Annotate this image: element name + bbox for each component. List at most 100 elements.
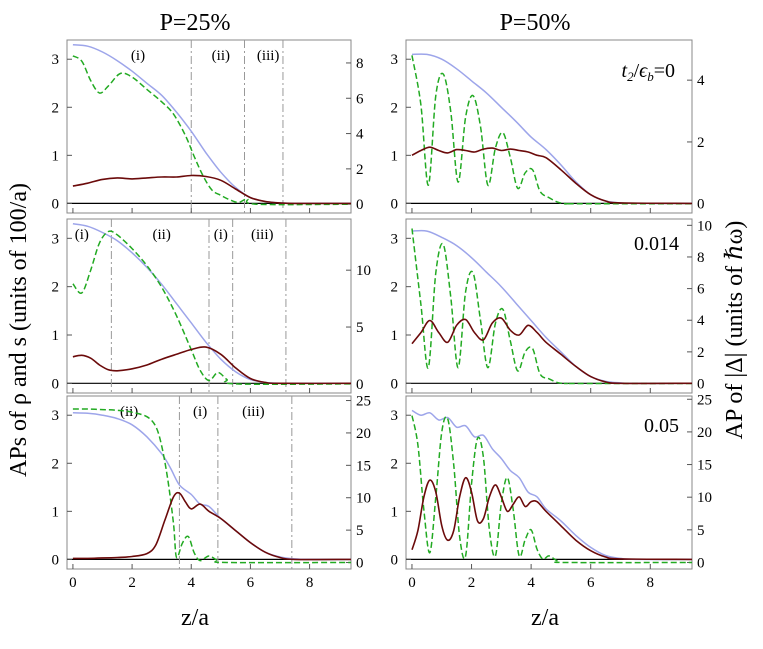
series-line-delta [72, 55, 352, 206]
right-tick-label: 15 [697, 458, 712, 474]
right-tick-label: 4 [697, 313, 705, 329]
right-tick-label: 5 [356, 523, 364, 539]
right-tick-label: 4 [697, 73, 705, 89]
left-tick-label: 2 [391, 280, 399, 296]
row-label-eps: ϵ [639, 60, 648, 82]
panel-frame [66, 39, 352, 214]
region-label: (iii) [242, 404, 265, 420]
row-label-t2-over-eb: t2/ϵb=0 [622, 60, 675, 84]
right-tick-label: 20 [356, 426, 371, 442]
left-tick-label: 3 [391, 408, 399, 424]
right-tick-label: 25 [356, 394, 371, 410]
series-line-s [411, 476, 693, 561]
row-label-sub-b: b [647, 69, 654, 84]
left-tick-label: 3 [52, 52, 60, 68]
panel-frame [66, 395, 352, 570]
left-tick-label: 2 [391, 100, 399, 116]
left-tick-label: 0 [52, 376, 60, 392]
region-label: (i) [214, 227, 228, 243]
region-label: (i) [193, 404, 207, 420]
left-tick-label: 3 [391, 52, 399, 68]
series-line-s [72, 174, 352, 205]
right-tick-label: 0 [356, 197, 364, 213]
right-tick-label: 10 [356, 263, 371, 279]
region-label: (i) [131, 48, 145, 64]
panel-p50-row1: 0 1 2 3 0 2 4 [391, 39, 705, 214]
right-tick-label: 4 [356, 127, 364, 143]
series-line-delta [72, 408, 352, 564]
panel-frame [405, 395, 693, 570]
x-tick-label: 2 [468, 575, 476, 591]
x-tick-label: 4 [188, 575, 196, 591]
panel-p50-row3: 0 1 2 3 0 5 10 15 20 25 0 2 4 6 8 [391, 392, 713, 591]
panel-frame [405, 39, 693, 214]
series-line-rho [72, 223, 351, 385]
left-tick-label: 2 [52, 280, 60, 296]
left-tick-label: 0 [391, 376, 399, 392]
left-tick-label: 1 [391, 148, 399, 164]
series-line-delta [411, 415, 693, 564]
left-tick-label: 0 [391, 196, 399, 212]
row-label-0014: 0.014 [634, 233, 679, 255]
right-tick-label: 5 [697, 523, 705, 539]
right-tick-label: 20 [697, 425, 712, 441]
series-line-s [411, 146, 693, 205]
left-tick-label: 2 [52, 456, 60, 472]
left-tick-label: 1 [391, 328, 399, 344]
right-tick-label: 0 [697, 377, 705, 393]
x-tick-label: 8 [306, 575, 314, 591]
left-tick-label: 3 [391, 231, 399, 247]
right-tick-label: 2 [356, 162, 364, 178]
right-tick-label: 8 [697, 250, 705, 266]
left-tick-label: 1 [52, 504, 60, 520]
right-tick-label: 0 [697, 555, 705, 571]
right-tick-label: 10 [697, 218, 712, 234]
series-line-s [411, 317, 693, 385]
right-tick-label: 0 [356, 556, 364, 572]
series-line-rho [411, 229, 693, 385]
x-tick-label: 6 [247, 575, 255, 591]
region-label: (iii) [251, 227, 274, 243]
left-tick-label: 2 [52, 100, 60, 116]
series-line-s [72, 491, 352, 561]
panel-p50-row2: 0 1 2 3 0 2 4 6 8 10 [391, 218, 712, 394]
panel-p25-row1: (i) (ii) (iii) 0 1 2 3 0 2 4 6 8 [52, 39, 364, 214]
right-axis-label: AP of |Δ| (units of ℏω) [722, 221, 748, 440]
x-tick-label: 0 [408, 575, 416, 591]
region-label: (ii) [212, 48, 230, 64]
series-line-rho [72, 44, 351, 205]
x-tick-label: 4 [527, 575, 535, 591]
x-tick-label: 0 [69, 575, 77, 591]
right-tick-label: 15 [356, 458, 371, 474]
right-tick-label: 6 [356, 91, 364, 107]
region-label: (i) [75, 227, 89, 243]
left-tick-label: 0 [52, 196, 60, 212]
series-line-rho [72, 412, 352, 561]
left-tick-label: 2 [391, 456, 399, 472]
right-tick-label: 10 [356, 491, 371, 507]
left-tick-label: 1 [52, 148, 60, 164]
right-tick-label: 25 [697, 392, 712, 408]
row-label-eq0: =0 [654, 60, 675, 82]
panel-frame [405, 218, 693, 394]
right-tick-label: 0 [697, 197, 705, 213]
x-axis-label-right: z/a [531, 605, 559, 631]
row-label-005: 0.05 [644, 415, 679, 437]
series-line-delta [411, 228, 692, 385]
region-label: (ii) [153, 227, 171, 243]
series-line-delta [411, 55, 692, 205]
column-title-right: P=50% [500, 10, 571, 36]
left-tick-label: 3 [52, 231, 60, 247]
row-label-t: t [622, 60, 628, 82]
right-tick-label: 8 [356, 56, 364, 72]
series-line-s [72, 346, 352, 385]
x-tick-label: 6 [587, 575, 595, 591]
region-label: (iii) [257, 48, 280, 64]
right-tick-label: 0 [356, 377, 364, 393]
row-label-slash: / [634, 60, 640, 82]
series-line-delta [72, 230, 352, 386]
left-tick-label: 1 [52, 328, 60, 344]
right-tick-label: 5 [356, 320, 364, 336]
